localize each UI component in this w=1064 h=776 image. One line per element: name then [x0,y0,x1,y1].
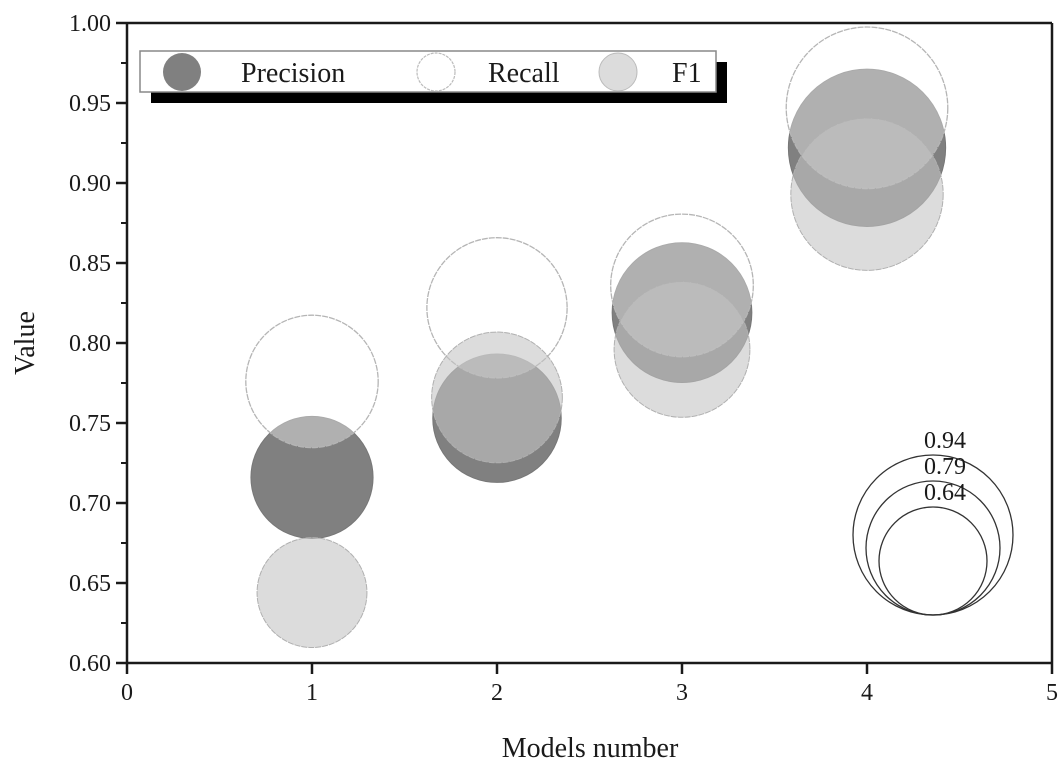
x-tick-label: 2 [491,680,503,706]
y-tick-label: 0.80 [69,331,111,357]
x-axis-ticks: 0 1 2 3 4 5 [121,663,1058,706]
y-tick-label: 0.60 [69,651,111,677]
y-tick-label: 0.65 [69,571,111,597]
x-tick-label: 1 [306,680,318,706]
x-axis-title: Models number [502,733,679,764]
bubble-recall-model-1 [245,314,379,449]
y-tick-label: 0.70 [69,491,111,517]
x-tick-label: 4 [861,680,873,706]
bubble-layer [245,26,949,649]
y-tick-label: 0.95 [69,91,111,117]
plot-frame [125,21,1054,665]
x-tick-label: 0 [121,680,133,706]
bubble-f1-model-3 [613,281,751,418]
size-label-0: 0.94 [924,428,966,454]
legend-label-f1: F1 [672,58,702,89]
bubble-f1-model-2 [431,331,563,464]
y-tick-label: 1.00 [69,11,111,37]
y-axis-ticks: 0.60 0.65 0.70 0.75 0.80 0.85 0.90 0.95 1.00 [69,11,127,677]
f1-marker-icon [598,52,638,92]
y-tick-label: 0.85 [69,251,111,277]
size-label-2: 0.64 [924,480,966,506]
x-tick-label: 5 [1046,680,1058,706]
y-tick-label: 0.75 [69,411,111,437]
x-tick-label: 3 [676,680,688,706]
y-tick-label: 0.90 [69,171,111,197]
size-label-1: 0.79 [924,454,966,480]
legend: Precision Recall F1 [139,50,727,103]
legend-label-recall: Recall [488,58,560,89]
y-axis-title: Value [10,311,41,375]
recall-marker-icon [416,52,456,92]
bubble-f1-model-4 [790,117,944,271]
precision-marker-icon [163,53,201,91]
bubble-f1-model-1 [256,537,368,649]
size-circle-small [878,506,988,616]
legend-label-precision: Precision [241,58,345,89]
size-legend: 0.94 0.79 0.64 [852,428,1014,616]
